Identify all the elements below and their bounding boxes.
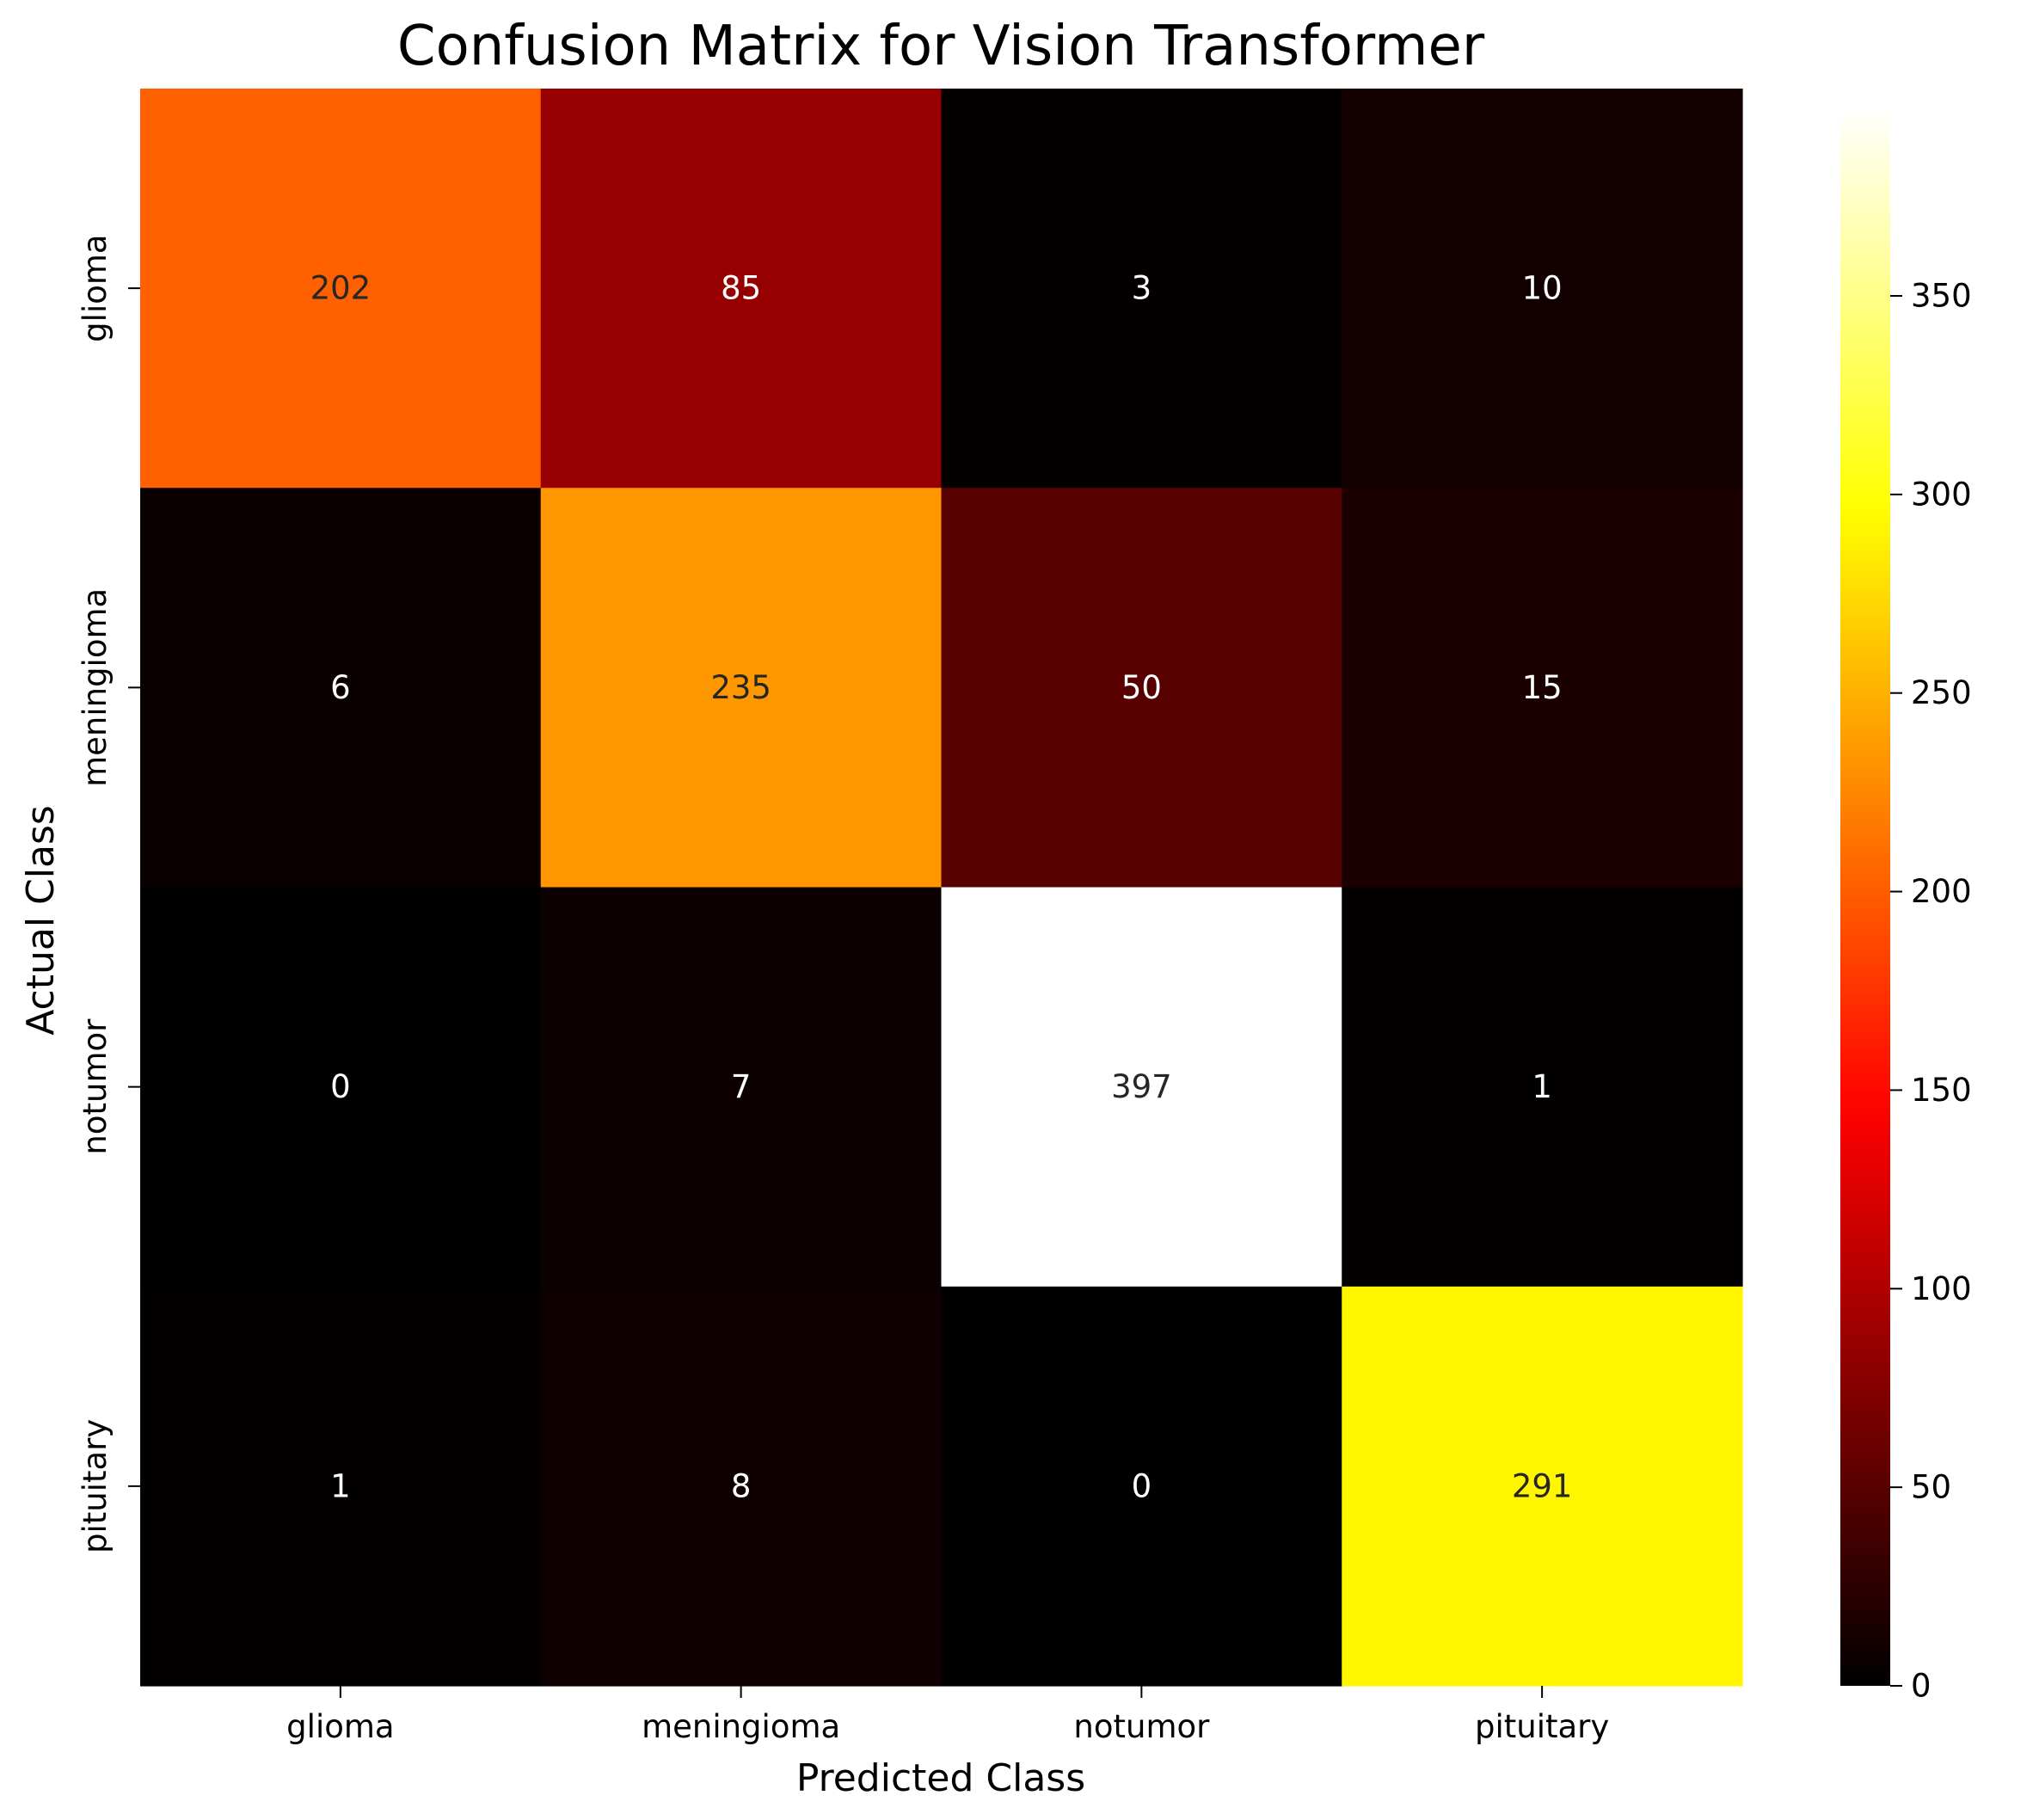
colorbar-tick-label: 350 [1911,278,1972,315]
heatmap-cell [140,488,542,888]
colorbar-tick-label: 200 [1911,873,1972,910]
colorbar-tick-label: 100 [1911,1270,1972,1307]
x-axis: glioma meningioma notumor pituitary [286,1686,1609,1745]
x-tick-label: pituitary [1475,1708,1609,1745]
cell-value-label: 1 [1532,1068,1552,1105]
heatmap-cell [540,488,943,888]
cell-value-label: 3 [1132,270,1152,307]
cell-value-label: 235 [710,669,771,706]
colorbar-tick-label: 0 [1911,1668,1932,1705]
heatmap-cell [1342,488,1743,888]
cell-value-label: 8 [731,1467,752,1504]
colorbar-tick-label: 300 [1911,476,1972,513]
cell-value-label: 1 [330,1467,351,1504]
heatmap-cell [1342,887,1743,1288]
cell-value-label: 202 [310,270,372,307]
colorbar [1840,109,1890,1686]
heatmap-cell [140,89,542,489]
y-axis: glioma meningioma notumor pituitary [77,234,140,1553]
heatmap-cell [941,1286,1342,1687]
heatmap-cell [140,887,542,1288]
x-tick-label: meningioma [642,1708,840,1745]
cell-value-label: 0 [1132,1467,1152,1504]
colorbar-axis: 0 50 100 150 200 250 300 350 [1890,278,1972,1705]
x-axis-label: Predicted Class [796,1756,1085,1800]
cell-value-label: 15 [1522,669,1563,706]
y-tick-label: pituitary [77,1419,114,1553]
y-axis-label: Actual Class [19,805,63,1036]
heatmap-cell [540,887,943,1288]
heatmap-cell [1342,89,1743,489]
heatmap-cell [1342,1286,1743,1687]
heatmap-cell [941,488,1342,888]
x-tick-label: notumor [1073,1708,1210,1745]
cell-value-label: 50 [1121,669,1162,706]
colorbar-tick-label: 250 [1911,674,1972,711]
heatmap-cell [540,1286,943,1687]
heatmap-cell [941,887,1342,1288]
heatmap-cell-labels: 202 85 3 10 6 235 50 15 0 7 397 1 1 8 0 291 [310,270,1573,1505]
heatmap-cell [941,89,1342,489]
heatmap-cell [540,89,943,489]
cell-value-label: 6 [330,669,351,706]
cell-value-label: 397 [1111,1068,1172,1105]
cell-value-label: 0 [330,1068,351,1105]
colorbar-tick-label: 50 [1911,1469,1951,1506]
chart-title: Confusion Matrix for Vision Transformer [397,15,1485,78]
cell-value-label: 10 [1522,270,1563,307]
y-tick-label: notumor [77,1018,114,1155]
y-tick-label: meningioma [77,588,114,787]
cell-value-label: 85 [721,270,761,307]
heatmap-cells [140,89,1743,1687]
heatmap-cell [140,1286,542,1687]
cell-value-label: 291 [1512,1467,1573,1504]
y-tick-label: glioma [77,234,114,341]
x-tick-label: glioma [286,1708,394,1745]
colorbar-tick-label: 150 [1911,1072,1972,1109]
cell-value-label: 7 [731,1068,752,1105]
